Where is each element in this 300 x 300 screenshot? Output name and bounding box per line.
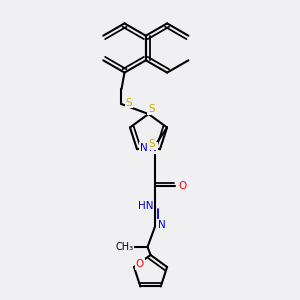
Text: N: N: [149, 143, 157, 153]
Text: S: S: [148, 139, 155, 149]
Text: N: N: [158, 220, 166, 230]
Text: N: N: [140, 143, 148, 153]
Text: S: S: [126, 98, 132, 108]
Text: CH₃: CH₃: [116, 242, 134, 252]
Text: O: O: [136, 259, 144, 269]
Text: S: S: [148, 104, 155, 114]
Text: O: O: [178, 181, 186, 191]
Text: HN: HN: [138, 201, 153, 212]
